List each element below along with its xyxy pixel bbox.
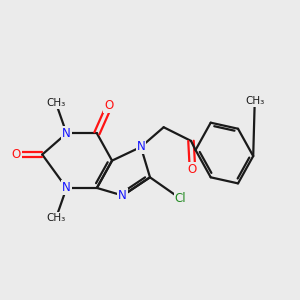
Text: O: O (12, 148, 21, 161)
Text: N: N (118, 189, 127, 202)
Text: N: N (136, 140, 145, 154)
Text: CH₃: CH₃ (46, 98, 65, 108)
Text: O: O (188, 163, 197, 176)
Text: N: N (62, 182, 71, 194)
Text: N: N (62, 127, 71, 140)
Text: CH₃: CH₃ (46, 213, 65, 223)
Text: CH₃: CH₃ (245, 96, 264, 106)
Text: Cl: Cl (175, 192, 186, 205)
Text: O: O (104, 100, 114, 112)
